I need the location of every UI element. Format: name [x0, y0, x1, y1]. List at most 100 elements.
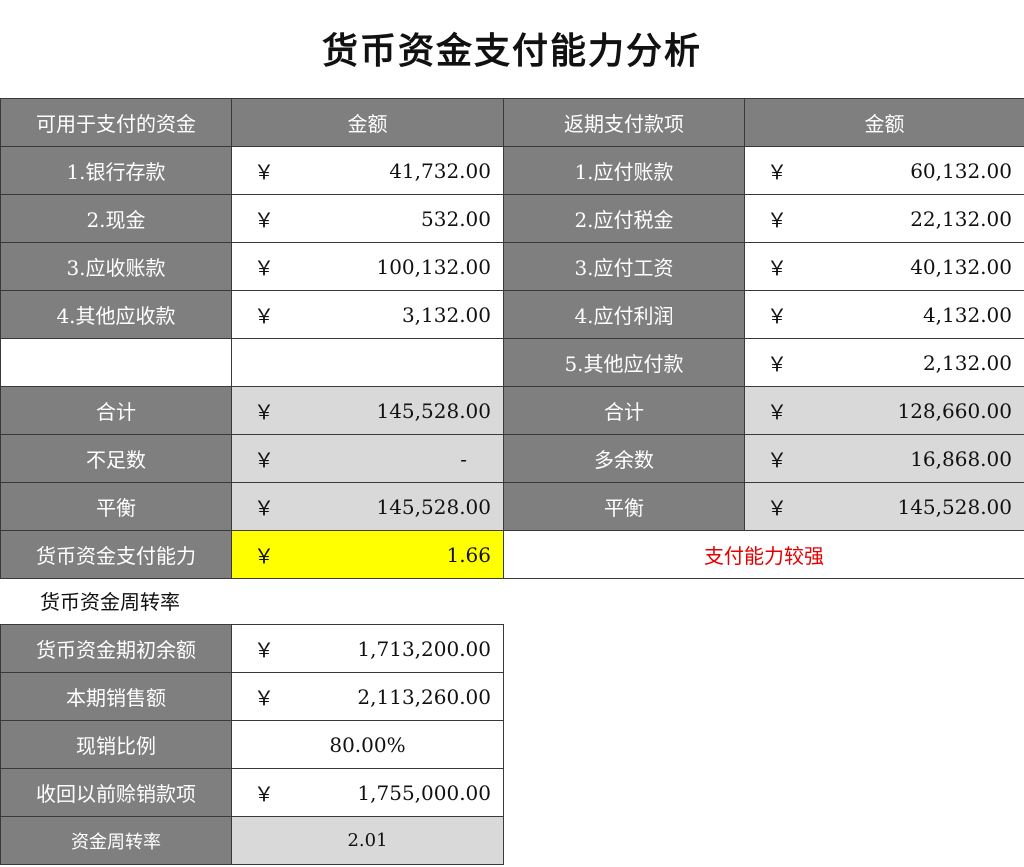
currency-symbol: ￥ [767, 256, 787, 280]
shortfall-amount-cell[interactable]: ￥ - [231, 434, 504, 483]
balance-amount-left: 145,528.00 [376, 494, 491, 519]
payable-amount-cell[interactable]: ￥ 2,132.00 [744, 338, 1024, 387]
asset-amount-cell[interactable]: ￥ 100,132.00 [231, 242, 504, 291]
currency-symbol: ￥ [254, 448, 274, 472]
balance-amount-left-cell[interactable]: ￥ 145,528.00 [231, 482, 504, 531]
payable-amount: 4,132.00 [922, 302, 1012, 327]
total-amount-left: 145,528.00 [376, 398, 491, 423]
asset-label[interactable]: 3.应收账款 [0, 242, 232, 291]
payable-amount: 40,132.00 [910, 254, 1012, 279]
total-label-left[interactable]: 合计 [0, 386, 232, 435]
currency-symbol: ￥ [254, 638, 274, 662]
capacity-label[interactable]: 货币资金支付能力 [0, 530, 232, 579]
payable-label[interactable]: 2.应付税金 [503, 194, 745, 243]
currency-symbol: ￥ [254, 496, 274, 520]
table-row: 2.现金 ￥ 532.00 2.应付税金 ￥ 22,132.00 [0, 194, 1024, 243]
page-title: 货币资金支付能力分析 [321, 31, 702, 72]
payment-capacity-table: 可用于支付的资金 金额 返期支付款项 金额 1.银行存款 ￥ 41,732.00 … [0, 98, 1024, 579]
table-row: 本期销售额 ￥ 2,113,260.00 [0, 672, 504, 721]
payable-label[interactable]: 4.应付利润 [503, 290, 745, 339]
asset-label[interactable]: 2.现金 [0, 194, 232, 243]
asset-amount-cell[interactable]: ￥ 41,732.00 [231, 146, 504, 195]
header-payables: 返期支付款项 [503, 98, 745, 147]
capacity-row: 货币资金支付能力 ￥ 1.66 支付能力较强 [0, 530, 1024, 579]
turnover-section-label: 货币资金周转率 [40, 590, 180, 614]
opening-balance-label[interactable]: 货币资金期初余额 [0, 624, 232, 673]
asset-label[interactable]: 1.银行存款 [0, 146, 232, 195]
currency-symbol: ￥ [767, 352, 787, 376]
currency-symbol: ￥ [254, 304, 274, 328]
sales-value: 2,113,260.00 [357, 684, 491, 709]
table-row: 4.其他应收款 ￥ 3,132.00 4.应付利润 ￥ 4,132.00 [0, 290, 1024, 339]
recovered-value: 1,755,000.00 [357, 780, 491, 805]
opening-balance-value: 1,713,200.00 [357, 636, 491, 661]
capacity-value-cell[interactable]: ￥ 1.66 [231, 530, 504, 579]
currency-symbol: ￥ [767, 448, 787, 472]
asset-amount: 3,132.00 [401, 302, 491, 327]
recovered-cell[interactable]: ￥ 1,755,000.00 [231, 768, 504, 817]
asset-amount-cell[interactable]: ￥ 3,132.00 [231, 290, 504, 339]
total-amount-right-cell[interactable]: ￥ 128,660.00 [744, 386, 1024, 435]
empty-asset-amount[interactable] [231, 338, 504, 387]
payable-amount-cell[interactable]: ￥ 22,132.00 [744, 194, 1024, 243]
asset-amount: 100,132.00 [376, 254, 491, 279]
header-amount-left: 金额 [231, 98, 504, 147]
turnover-rate-label[interactable]: 资金周转率 [0, 816, 232, 865]
currency-symbol: ￥ [254, 686, 274, 710]
table-row: 收回以前赊销款项 ￥ 1,755,000.00 [0, 768, 504, 817]
currency-symbol: ￥ [767, 160, 787, 184]
turnover-table: 货币资金期初余额 ￥ 1,713,200.00 本期销售额 ￥ 2,113,260.… [0, 624, 504, 865]
empty-asset-label[interactable] [0, 338, 232, 387]
table-row: 3.应收账款 ￥ 100,132.00 3.应付工资 ￥ 40,132.00 [0, 242, 1024, 291]
sales-cell[interactable]: ￥ 2,113,260.00 [231, 672, 504, 721]
balance-label-left[interactable]: 平衡 [0, 482, 232, 531]
table-row: 1.银行存款 ￥ 41,732.00 1.应付账款 ￥ 60,132.00 [0, 146, 1024, 195]
asset-amount: 532.00 [421, 206, 491, 231]
total-row: 合计 ￥ 145,528.00 合计 ￥ 128,660.00 [0, 386, 1024, 435]
balance-amount-right: 145,528.00 [897, 494, 1012, 519]
currency-symbol: ￥ [254, 208, 274, 232]
surplus-amount-cell[interactable]: ￥ 16,868.00 [744, 434, 1024, 483]
table-row: 现销比例 80.00% [0, 720, 504, 769]
payable-amount: 60,132.00 [910, 158, 1012, 183]
header-row: 可用于支付的资金 金额 返期支付款项 金额 [0, 98, 1024, 147]
total-amount-right: 128,660.00 [897, 398, 1012, 423]
capacity-value: 1.66 [446, 542, 491, 567]
asset-amount: 41,732.00 [389, 158, 491, 183]
shortfall-amount: - [460, 446, 467, 471]
shortfall-label[interactable]: 不足数 [0, 434, 232, 483]
asset-amount-cell[interactable]: ￥ 532.00 [231, 194, 504, 243]
payable-amount-cell[interactable]: ￥ 40,132.00 [744, 242, 1024, 291]
payable-label[interactable]: 5.其他应付款 [503, 338, 745, 387]
cash-ratio-value[interactable]: 80.00% [231, 720, 504, 769]
currency-symbol: ￥ [254, 256, 274, 280]
payable-label[interactable]: 3.应付工资 [503, 242, 745, 291]
payable-amount: 22,132.00 [910, 206, 1012, 231]
shortfall-row: 不足数 ￥ - 多余数 ￥ 16,868.00 [0, 434, 1024, 483]
opening-balance-cell[interactable]: ￥ 1,713,200.00 [231, 624, 504, 673]
sales-label[interactable]: 本期销售额 [0, 672, 232, 721]
turnover-rate-value[interactable]: 2.01 [231, 816, 504, 865]
currency-symbol: ￥ [767, 304, 787, 328]
payable-label[interactable]: 1.应付账款 [503, 146, 745, 195]
table-row: 货币资金期初余额 ￥ 1,713,200.00 [0, 624, 504, 673]
capacity-verdict[interactable]: 支付能力较强 [503, 530, 1024, 579]
total-amount-left-cell[interactable]: ￥ 145,528.00 [231, 386, 504, 435]
asset-label[interactable]: 4.其他应收款 [0, 290, 232, 339]
cash-ratio-label[interactable]: 现销比例 [0, 720, 232, 769]
payable-amount-cell[interactable]: ￥ 60,132.00 [744, 146, 1024, 195]
currency-symbol: ￥ [767, 208, 787, 232]
table-row: 资金周转率 2.01 [0, 816, 504, 865]
surplus-label[interactable]: 多余数 [503, 434, 745, 483]
balance-amount-right-cell[interactable]: ￥ 145,528.00 [744, 482, 1024, 531]
balance-label-right[interactable]: 平衡 [503, 482, 745, 531]
recovered-label[interactable]: 收回以前赊销款项 [0, 768, 232, 817]
currency-symbol: ￥ [767, 400, 787, 424]
currency-symbol: ￥ [254, 544, 274, 568]
payable-amount: 2,132.00 [922, 350, 1012, 375]
currency-symbol: ￥ [254, 160, 274, 184]
header-assets: 可用于支付的资金 [0, 98, 232, 147]
balance-row: 平衡 ￥ 145,528.00 平衡 ￥ 145,528.00 [0, 482, 1024, 531]
payable-amount-cell[interactable]: ￥ 4,132.00 [744, 290, 1024, 339]
total-label-right[interactable]: 合计 [503, 386, 745, 435]
